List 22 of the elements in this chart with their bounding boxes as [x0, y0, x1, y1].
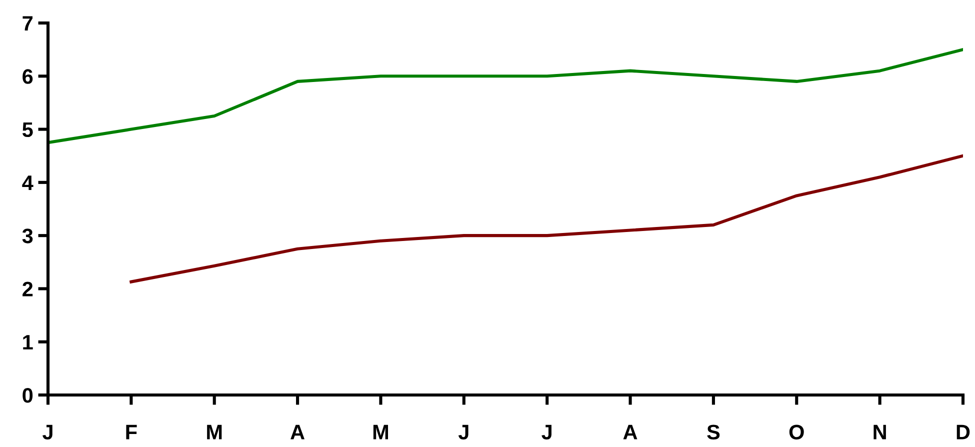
y-tick-label: 3: [22, 228, 33, 244]
x-tick-label: J: [42, 424, 52, 440]
x-tick-label: A: [290, 424, 305, 440]
y-tick-label: 1: [23, 335, 33, 350]
x-tick-label: A: [623, 424, 638, 440]
x-tick-label: M: [373, 424, 388, 440]
line-series: [130, 154, 963, 284]
y-tick-label: 5: [22, 122, 33, 138]
line-series: [48, 48, 963, 144]
x-tick-label: D: [956, 424, 970, 440]
x-tick-label: M: [207, 424, 222, 440]
x-tick-label: J: [458, 424, 468, 440]
y-tick-label: 2: [22, 282, 33, 296]
y-tick-label: 7: [22, 16, 32, 31]
x-tick-label: O: [789, 424, 804, 440]
x-tick-label: N: [874, 424, 886, 440]
y-tick-label: 0: [22, 388, 33, 403]
x-tick-label: J: [542, 424, 552, 440]
y-tick-label: 6: [22, 69, 33, 84]
y-tick-label: 4: [22, 176, 34, 190]
x-tick-label: F: [126, 424, 137, 440]
x-tick-label: S: [707, 424, 720, 440]
